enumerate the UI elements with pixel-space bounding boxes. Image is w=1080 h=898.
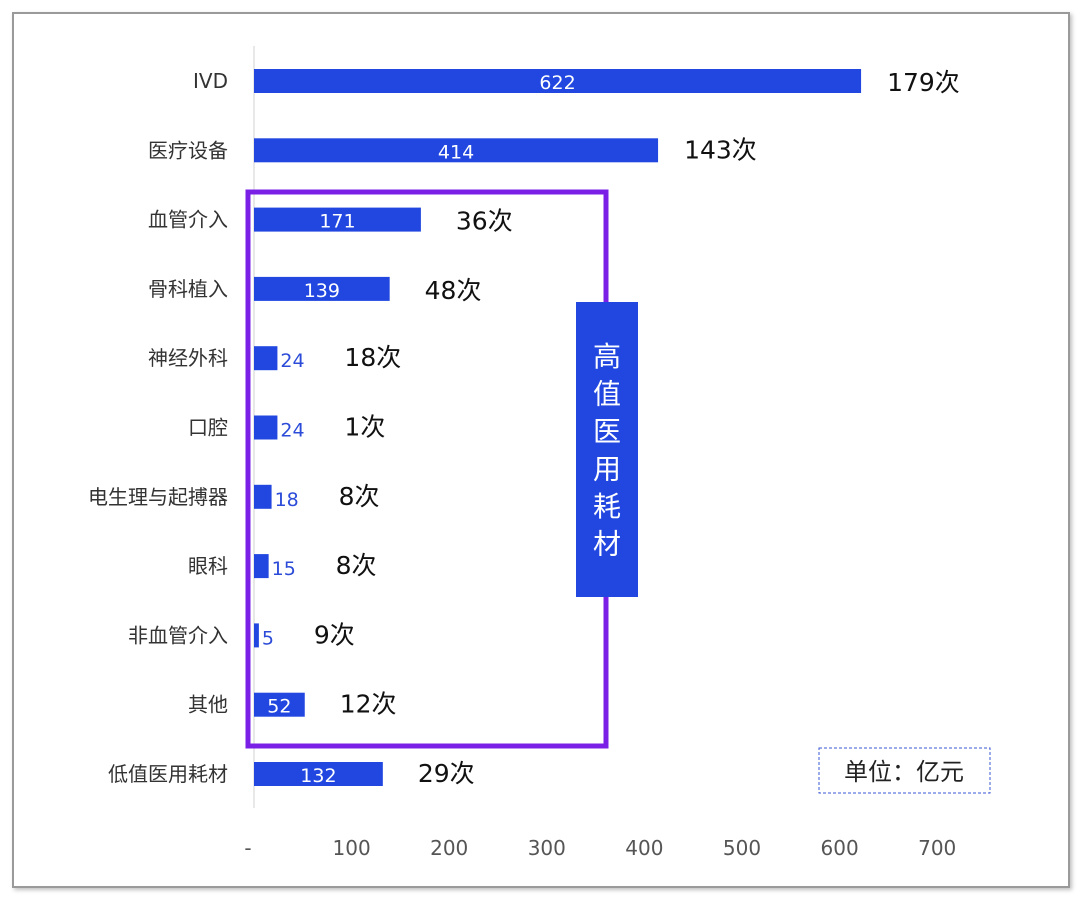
x-tick-label: 200 [430,836,468,860]
category-label: 其他 [188,693,228,717]
high-value-label-char: 医 [593,415,621,448]
bar-value-label: 414 [438,141,474,163]
axis-layer: - 100 200 300 400 500 600 700 [244,46,956,860]
bar [254,554,269,579]
category-label: 低值医用耗材 [108,762,228,786]
bar [254,138,659,163]
x-tick-label: - [244,836,251,860]
count-label: 143次 [684,135,757,164]
bar-value-label: 24 [280,420,304,442]
x-tick-label: 700 [918,836,956,860]
high-value-label-char: 用 [593,453,621,486]
x-tick-label: 500 [723,836,761,860]
bar [254,69,862,93]
count-label: 8次 [336,551,377,580]
category-label: 口腔 [188,416,228,440]
bar-value-label: 171 [319,211,355,233]
count-label: 179次 [887,68,960,97]
x-tick-label: 600 [821,836,859,860]
category-label: 电生理与起搏器 [88,485,228,509]
count-label: 48次 [425,276,482,305]
bar [254,346,278,371]
count-label: 29次 [418,759,475,788]
unit-note-text: 单位：亿元 [844,758,964,786]
count-label: 8次 [339,482,380,511]
bar-value-label: 132 [300,765,336,787]
category-label: 医疗设备 [148,138,228,162]
bar-value-label: 139 [304,280,340,302]
count-label: 36次 [456,207,513,236]
count-label: 12次 [340,690,397,719]
high-value-label-char: 材 [593,528,621,561]
bars-layer [254,69,862,786]
x-tick-label: 400 [625,836,663,860]
bar [254,484,272,509]
category-label: IVD [193,69,228,93]
high-value-label-box [576,302,638,597]
high-value-label-char: 高 [593,340,621,373]
bar-value-label: 622 [539,72,575,94]
bar-value-label: 52 [267,696,291,718]
bar [254,207,421,232]
category-label: 非血管介入 [128,623,228,647]
high-value-label-char: 值 [593,378,621,411]
bar [254,276,390,301]
bar [254,415,278,440]
x-tick-label: 100 [333,836,371,860]
count-label: 1次 [344,413,385,442]
category-label: 眼科 [188,554,228,578]
bar-value-label: 5 [262,627,274,649]
category-label: 神经外科 [148,346,228,370]
count-label: 9次 [314,620,355,649]
bar [254,623,259,648]
bar [254,692,305,717]
bar-value-label: 18 [275,489,299,511]
count-label: 18次 [344,343,401,372]
bar-value-label: 15 [272,558,296,580]
category-label: 骨科植入 [148,277,228,301]
category-label: 血管介入 [148,208,228,232]
high-value-label-char: 耗 [593,490,621,523]
bar [254,762,383,786]
bar-value-label: 24 [280,350,304,372]
unit-note-box [818,747,991,794]
x-tick-label: 300 [528,836,566,860]
unit-note: 单位：亿元 [818,747,991,794]
